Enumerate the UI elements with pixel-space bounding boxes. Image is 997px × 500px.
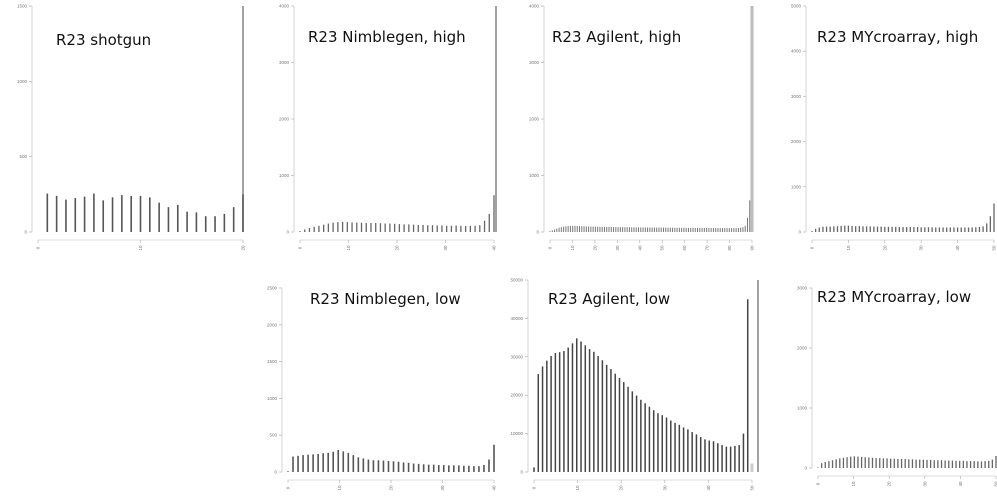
y-tick-label: 2500 xyxy=(267,286,278,291)
chart-svg: 0 500 1000 1500 2000 2500 0 10 20 30 40 R23 Nimbleg… xyxy=(267,286,497,491)
y-tick-label: 2000 xyxy=(797,346,808,351)
x-tick-label: 80 xyxy=(727,245,732,251)
x-tick-label: 20 xyxy=(389,485,394,491)
x-tick-label: 0 xyxy=(298,246,303,249)
x-tick-label: 0 xyxy=(816,482,821,485)
y-tick-label: 0 xyxy=(286,230,289,235)
x-tick-label: 30 xyxy=(922,481,927,487)
chart-panel-agilent-high: 0 1000 2000 3000 4000 0 10 20 30 40 50 60 70 80 90 R23 … xyxy=(500,0,755,251)
y-tick-label: 4000 xyxy=(279,4,290,9)
chart-panel-nimblegen-high: 0 1000 2000 3000 4000 0 10 20 30 40 R23 Nimblegen,… xyxy=(248,0,498,251)
chart-title: R23 Nimblegen, high xyxy=(308,28,466,46)
y-tick-label: 1500 xyxy=(267,359,278,364)
y-tick-label: 3000 xyxy=(279,60,290,65)
x-tick-label: 20 xyxy=(887,481,892,487)
x-tick-label: 40 xyxy=(492,245,497,251)
y-tick-label: 500 xyxy=(269,433,277,438)
x-tick-label: 10 xyxy=(337,485,342,491)
x-tick-label: 0 xyxy=(36,246,41,249)
y-tick-label: 2000 xyxy=(279,117,290,122)
x-tick-label: 0 xyxy=(810,246,815,249)
y-tick-label: 1000 xyxy=(529,173,540,178)
x-tick-label: 30 xyxy=(662,485,667,491)
x-tick-label: 50 xyxy=(750,485,755,491)
x-tick-label: 0 xyxy=(548,246,553,249)
x-tick-label: 10 xyxy=(851,481,856,487)
y-tick-label: 2000 xyxy=(267,322,278,327)
y-tick-label: 20000 xyxy=(510,393,523,398)
x-tick-label: 40 xyxy=(955,245,960,251)
chart-svg: 0 1000 2000 3000 4000 5000 0 10 20 30 40 50 R23 MYcr… xyxy=(791,4,997,251)
chart-svg: 0 1000 2000 3000 4000 0 10 20 30 40 50 60 70 80 90 R23 … xyxy=(529,4,755,251)
y-tick-label: 0 xyxy=(520,470,523,475)
x-tick-label: 10 xyxy=(570,245,575,251)
y-tick-label: 0 xyxy=(798,230,801,235)
x-tick-label: 10 xyxy=(846,245,851,251)
x-tick-label: 20 xyxy=(241,245,246,251)
x-tick-label: 20 xyxy=(395,245,400,251)
y-tick-label: 30000 xyxy=(510,354,523,359)
y-tick-label: 3000 xyxy=(797,286,808,291)
y-tick-label: 0 xyxy=(274,470,277,475)
x-tick-label: 10 xyxy=(138,245,143,251)
chart-title: R23 MYcroarray, low xyxy=(817,288,971,306)
x-tick-label: 40 xyxy=(492,485,497,491)
y-tick-label: 1000 xyxy=(279,173,290,178)
x-tick-label: 30 xyxy=(443,245,448,251)
y-tick-label: 1000 xyxy=(791,184,802,189)
y-tick-label: 1000 xyxy=(17,79,28,84)
chart-title: R23 MYcroarray, high xyxy=(817,28,978,46)
chart-title: R23 shotgun xyxy=(56,31,151,49)
chart-panel-mycroarray-low: 0 1000 2000 3000 0 10 20 30 40 50 R23 MYcroarray, … xyxy=(760,262,997,500)
y-tick-label: 0 xyxy=(536,230,539,235)
y-tick-label: 2000 xyxy=(529,117,540,122)
x-tick-label: 10 xyxy=(346,245,351,251)
chart-panel-agilent-low: 0 10000 20000 30000 40000 50000 0 10 20 30 40 50 R23… xyxy=(500,262,760,500)
chart-title: R23 Agilent, low xyxy=(548,290,670,308)
x-tick-label: 10 xyxy=(575,485,580,491)
x-tick-label: 70 xyxy=(705,245,710,251)
y-tick-label: 500 xyxy=(19,154,27,159)
y-tick-label: 0 xyxy=(24,230,27,235)
x-tick-label: 90 xyxy=(750,245,755,251)
y-tick-label: 1000 xyxy=(797,406,808,411)
y-tick-label: 3000 xyxy=(529,60,540,65)
x-tick-label: 20 xyxy=(592,245,597,251)
x-tick-label: 30 xyxy=(440,485,445,491)
x-tick-label: 0 xyxy=(532,486,537,489)
x-tick-label: 50 xyxy=(994,481,997,487)
x-tick-label: 30 xyxy=(615,245,620,251)
y-tick-label: 40000 xyxy=(510,316,523,321)
y-tick-label: 4000 xyxy=(791,49,802,54)
y-tick-label: 2000 xyxy=(791,139,802,144)
y-tick-label: 50000 xyxy=(510,278,523,283)
y-tick-label: 0 xyxy=(804,466,807,471)
x-tick-label: 40 xyxy=(637,245,642,251)
y-tick-label: 1000 xyxy=(267,396,278,401)
x-tick-label: 0 xyxy=(286,486,291,489)
chart-panel-shotgun: 0 500 1000 1500 0 10 20 R23 shotgun xyxy=(0,0,246,251)
y-tick-label: 4000 xyxy=(529,4,540,9)
chart-svg: 0 1000 2000 3000 0 10 20 30 40 50 R23 MYcroarray, … xyxy=(797,286,997,487)
chart-title: R23 Nimblegen, low xyxy=(310,290,461,308)
x-tick-label: 40 xyxy=(958,481,963,487)
x-tick-label: 50 xyxy=(992,245,997,251)
chart-svg: 0 500 1000 1500 0 10 20 R23 shotgun xyxy=(17,4,246,251)
y-tick-label: 3000 xyxy=(791,94,802,99)
x-tick-label: 40 xyxy=(706,485,711,491)
chart-title: R23 Agilent, high xyxy=(552,28,681,46)
x-tick-label: 20 xyxy=(882,245,887,251)
y-tick-label: 1500 xyxy=(17,4,28,9)
chart-panel-mycroarray-high: 0 1000 2000 3000 4000 5000 0 10 20 30 40 50 R23 MYcr… xyxy=(757,0,997,251)
chart-svg: 0 1000 2000 3000 4000 0 10 20 30 40 R23 Nimblegen,… xyxy=(279,4,497,251)
x-tick-label: 60 xyxy=(682,245,687,251)
chart-panel-nimblegen-low: 0 500 1000 1500 2000 2500 0 10 20 30 40 R23 Nimbleg… xyxy=(248,262,498,500)
x-tick-label: 20 xyxy=(619,485,624,491)
y-tick-label: 5000 xyxy=(791,4,802,9)
y-tick-label: 10000 xyxy=(510,431,523,436)
x-tick-label: 50 xyxy=(660,245,665,251)
chart-svg: 0 10000 20000 30000 40000 50000 0 10 20 30 40 50 R23… xyxy=(510,278,759,491)
x-tick-label: 30 xyxy=(919,245,924,251)
